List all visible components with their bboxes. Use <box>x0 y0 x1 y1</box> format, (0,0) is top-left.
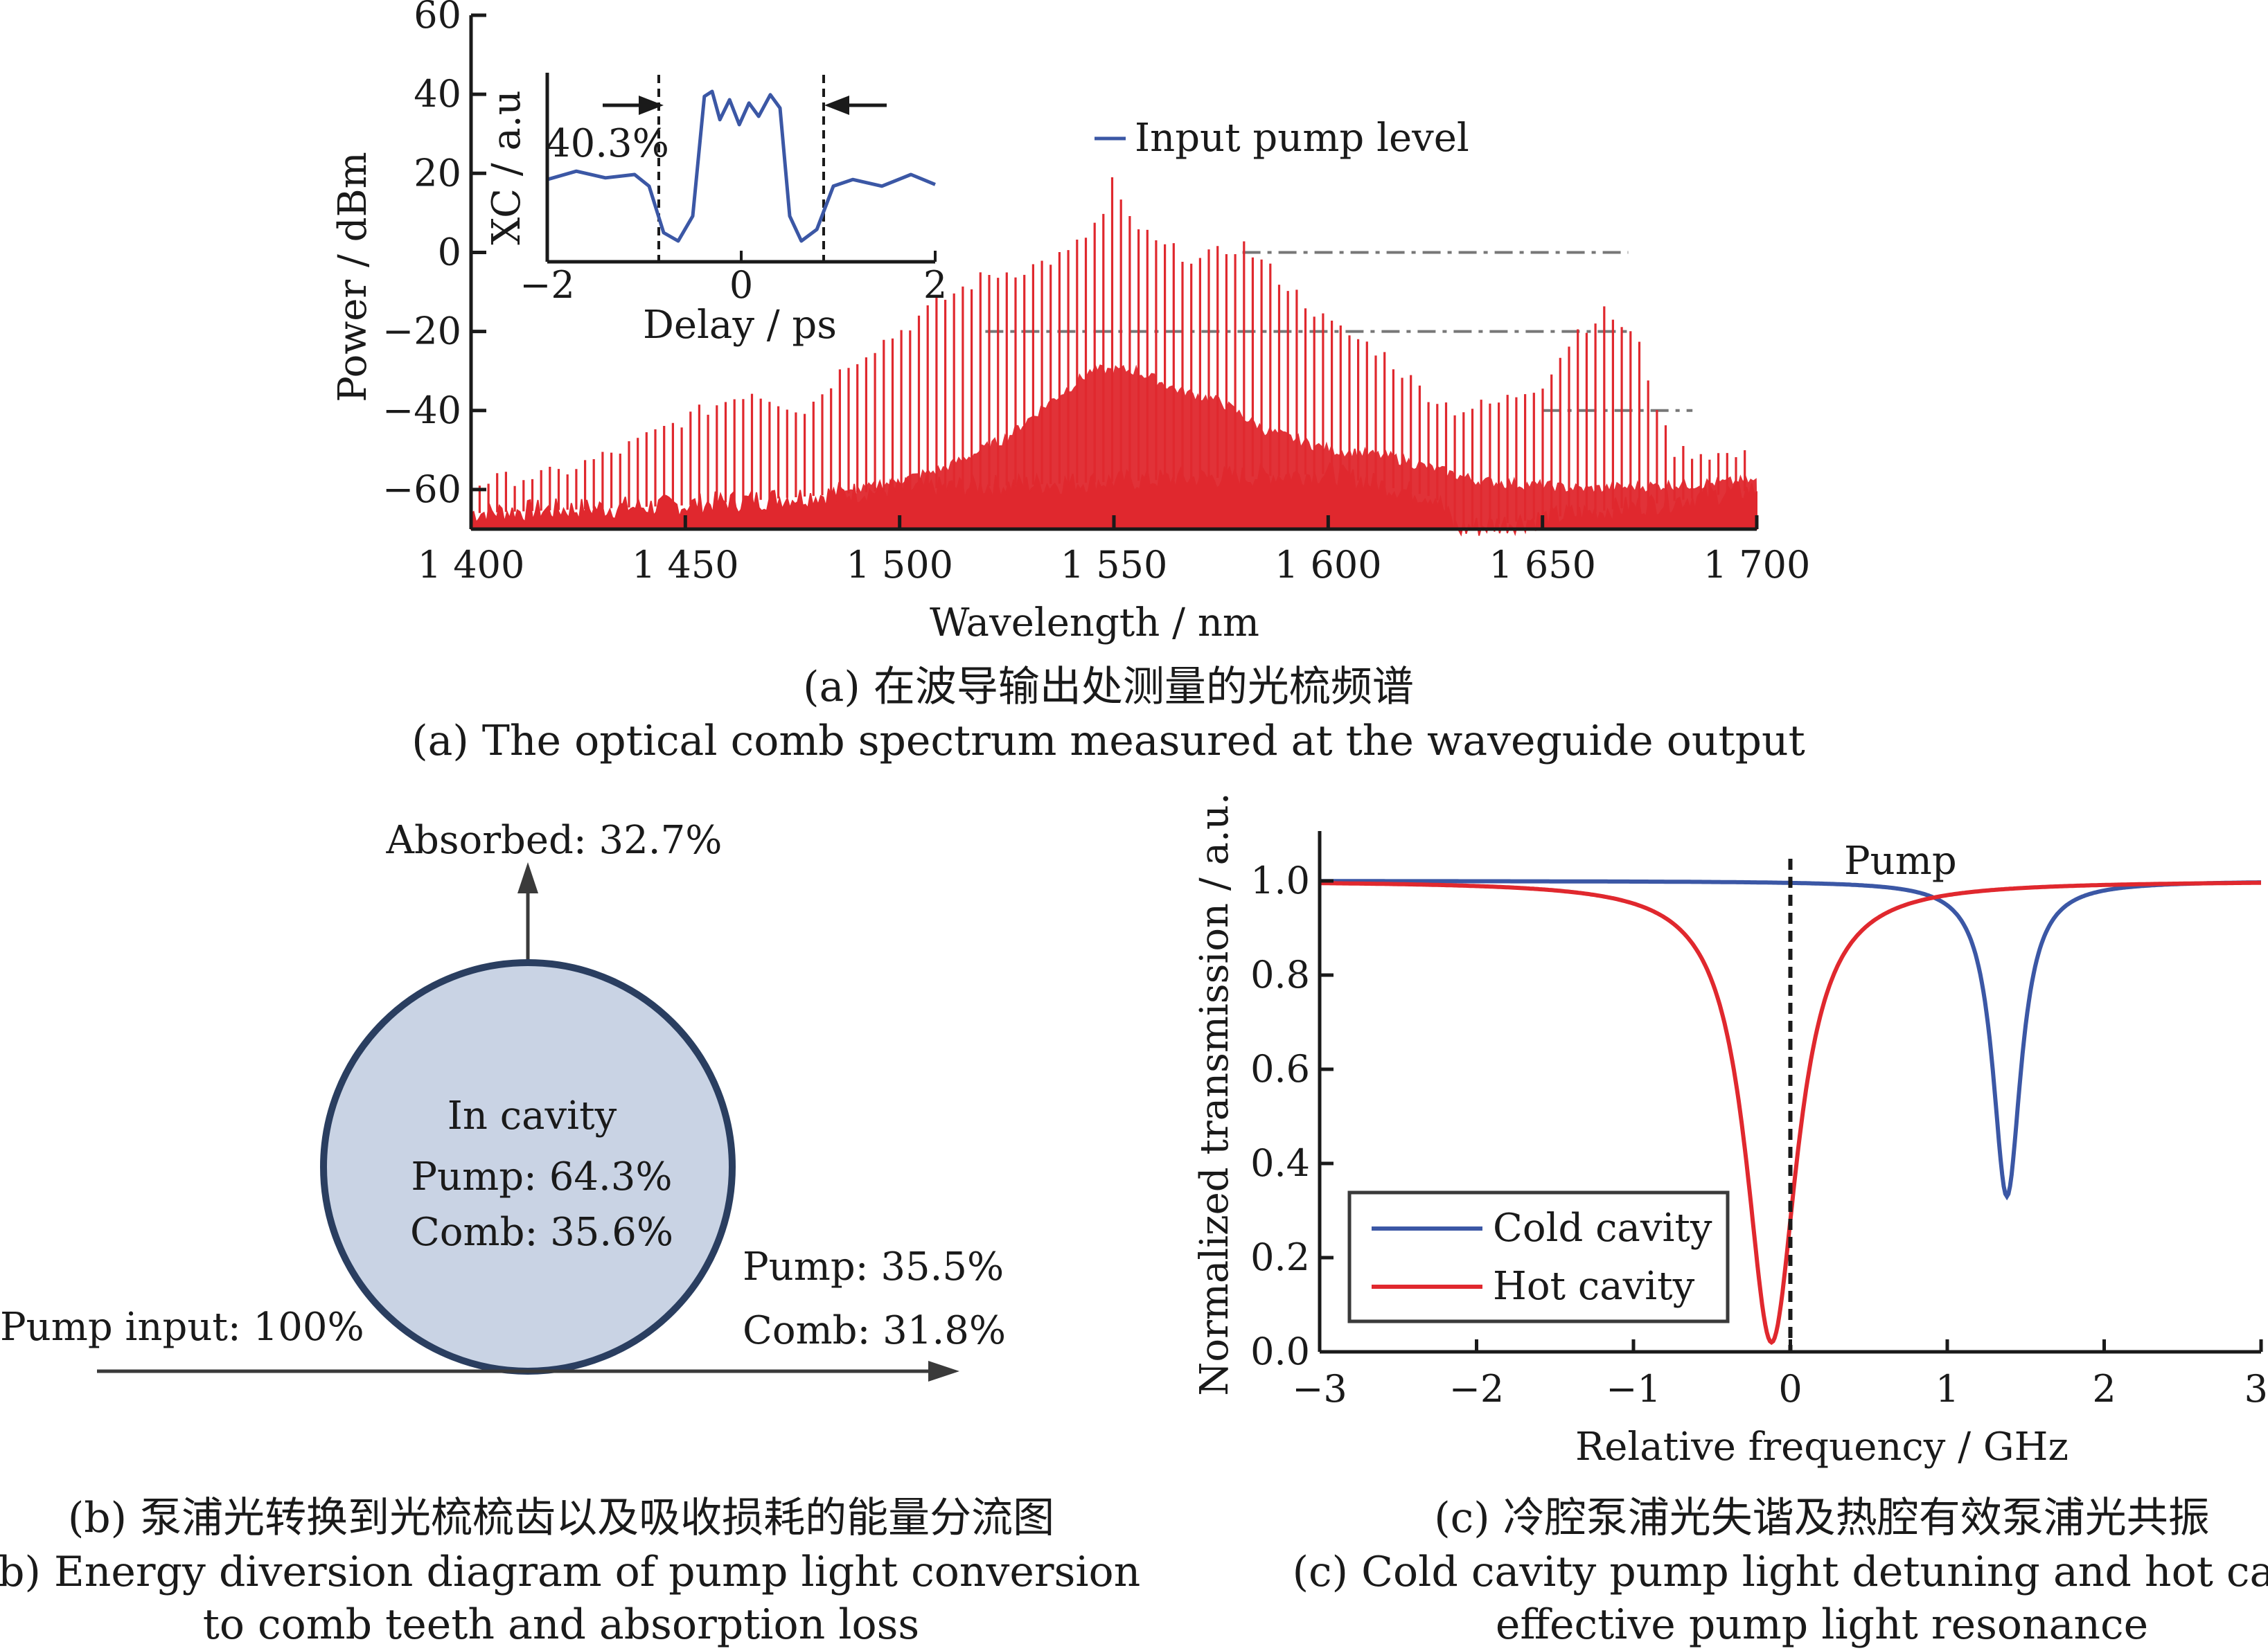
a-y-axis-label: Power / dBm <box>330 152 375 402</box>
c-x-tick-label: 3 <box>2244 1367 2268 1411</box>
caption-a-zh: (a) 在波导输出处测量的光梳频谱 <box>803 663 1414 711</box>
c-y-tick-label: 0.2 <box>1250 1235 1310 1279</box>
in-cavity-comb-label: Comb: 35.6% <box>410 1210 673 1255</box>
a-x-tick-label: 1 400 <box>418 543 525 587</box>
a-legend-label: Input pump level <box>1135 116 1469 161</box>
c-legend-label-hot: Hot cavity <box>1493 1264 1695 1309</box>
spectrum-plot-area <box>470 177 1758 537</box>
c-y-tick-label: 1.0 <box>1250 859 1310 902</box>
a-x-tick-label: 1 550 <box>1061 543 1168 587</box>
c-x-tick-label: 1 <box>1935 1367 1959 1411</box>
a-x-tick-label: 1 650 <box>1489 543 1596 587</box>
c-legend-label-cold: Cold cavity <box>1493 1206 1712 1251</box>
inset-ticks: −2 0 2 <box>520 251 947 307</box>
absorbed-arrow-head <box>517 862 538 893</box>
a-y-tick-label: −20 <box>382 310 461 353</box>
a-y-tick-label: 0 <box>438 230 461 274</box>
caption-c-zh: (c) 冷腔泵浦光失谐及热腔有效泵浦光共振 <box>1434 1494 2210 1542</box>
c-x-axis-label: Relative frequency / GHz <box>1575 1425 2068 1470</box>
inset-x-tick-label: −2 <box>520 263 575 307</box>
caption-b-zh: (b) 泵浦光转换到光梳梳齿以及吸收损耗的能量分流图 <box>68 1494 1054 1542</box>
caption-b-en-1: (b) Energy diversion diagram of pump lig… <box>0 1548 1140 1596</box>
inset-x-tick-label: 0 <box>729 263 753 307</box>
inset-arrow-left <box>603 96 664 115</box>
a-x-tick-label: 1 450 <box>632 543 739 587</box>
c-ticks: 1.0 0.8 0.6 0.4 0.2 0.0−3 −2 −1 0 1 2 3 <box>1250 859 2268 1411</box>
c-pump-annotation: Pump <box>1844 839 1957 884</box>
output-arrow-head <box>928 1361 959 1382</box>
caption-b-en-2: to comb teeth and absorption loss <box>203 1600 919 1649</box>
pump-input-label: Pump input: 100% <box>0 1305 364 1350</box>
a-inset-background <box>547 76 935 262</box>
a-inset: −2 0 2 XC / a.u Delay / ps 40.3% <box>484 73 947 348</box>
inset-x-axis-label: Delay / ps <box>643 303 837 348</box>
caption-c-en-1: (c) Cold cavity pump light detuning and … <box>1293 1548 2268 1596</box>
a-y-tick-label: 60 <box>414 0 461 37</box>
a-y-tick-label: −60 <box>382 467 461 511</box>
output-pump-label: Pump: 35.5% <box>743 1244 1004 1289</box>
c-x-tick-label: 0 <box>1778 1367 1802 1411</box>
absorbed-label: Absorbed: 32.7% <box>386 818 723 863</box>
c-y-tick-label: 0.8 <box>1250 953 1310 997</box>
a-y-tick-label: 40 <box>414 72 461 116</box>
inset-xc-trace <box>547 89 936 243</box>
c-x-tick-label: −1 <box>1606 1367 1661 1411</box>
in-cavity-label: In cavity <box>448 1094 617 1139</box>
a-pump-pedestal <box>834 363 1758 530</box>
a-x-axis-label: Wavelength / nm <box>930 600 1259 645</box>
c-legend: Cold cavity Hot cavity <box>1347 1190 1730 1323</box>
inset-y-axis-label: XC / a.u <box>484 90 529 244</box>
output-comb-label: Comb: 31.8% <box>743 1308 1006 1353</box>
a-x-tick-label: 1 700 <box>1703 543 1811 587</box>
panel-c: 1.0 0.8 0.6 0.4 0.2 0.0−3 −2 −1 0 1 2 3 Normalized … <box>1192 792 2268 1649</box>
inset-annotation-percent: 40.3% <box>546 121 669 166</box>
a-y-tick-label: −40 <box>382 389 461 432</box>
a-x-tick-label: 1 600 <box>1275 543 1382 587</box>
transmission-plot-area <box>1320 859 2261 1352</box>
c-x-tick-label: 2 <box>2092 1367 2116 1411</box>
c-y-axis-label: Normalized transmission / a.u. <box>1192 792 1237 1395</box>
a-comb-teeth <box>478 177 1746 528</box>
c-y-tick-label: 0.0 <box>1250 1330 1310 1373</box>
inset-arrow-right <box>824 96 887 115</box>
c-legend-box <box>1347 1190 1730 1323</box>
inset-x-tick-label: 2 <box>923 263 947 307</box>
caption-c-en-2: effective pump light resonance <box>1496 1600 2148 1649</box>
c-y-tick-label: 0.6 <box>1250 1047 1310 1091</box>
c-x-tick-label: −2 <box>1449 1367 1505 1411</box>
c-y-tick-label: 0.4 <box>1250 1141 1310 1185</box>
in-cavity-pump-label: Pump: 64.3% <box>411 1154 672 1199</box>
caption-a-en: (a) The optical comb spectrum measured a… <box>411 717 1805 765</box>
panel-b: Absorbed: 32.7% In cavity Pump: 64.3% Co… <box>0 818 1140 1649</box>
a-x-tick-label: 1 500 <box>846 543 953 587</box>
a-y-tick-label: 20 <box>414 151 461 195</box>
c-x-tick-label: −3 <box>1292 1367 1347 1411</box>
